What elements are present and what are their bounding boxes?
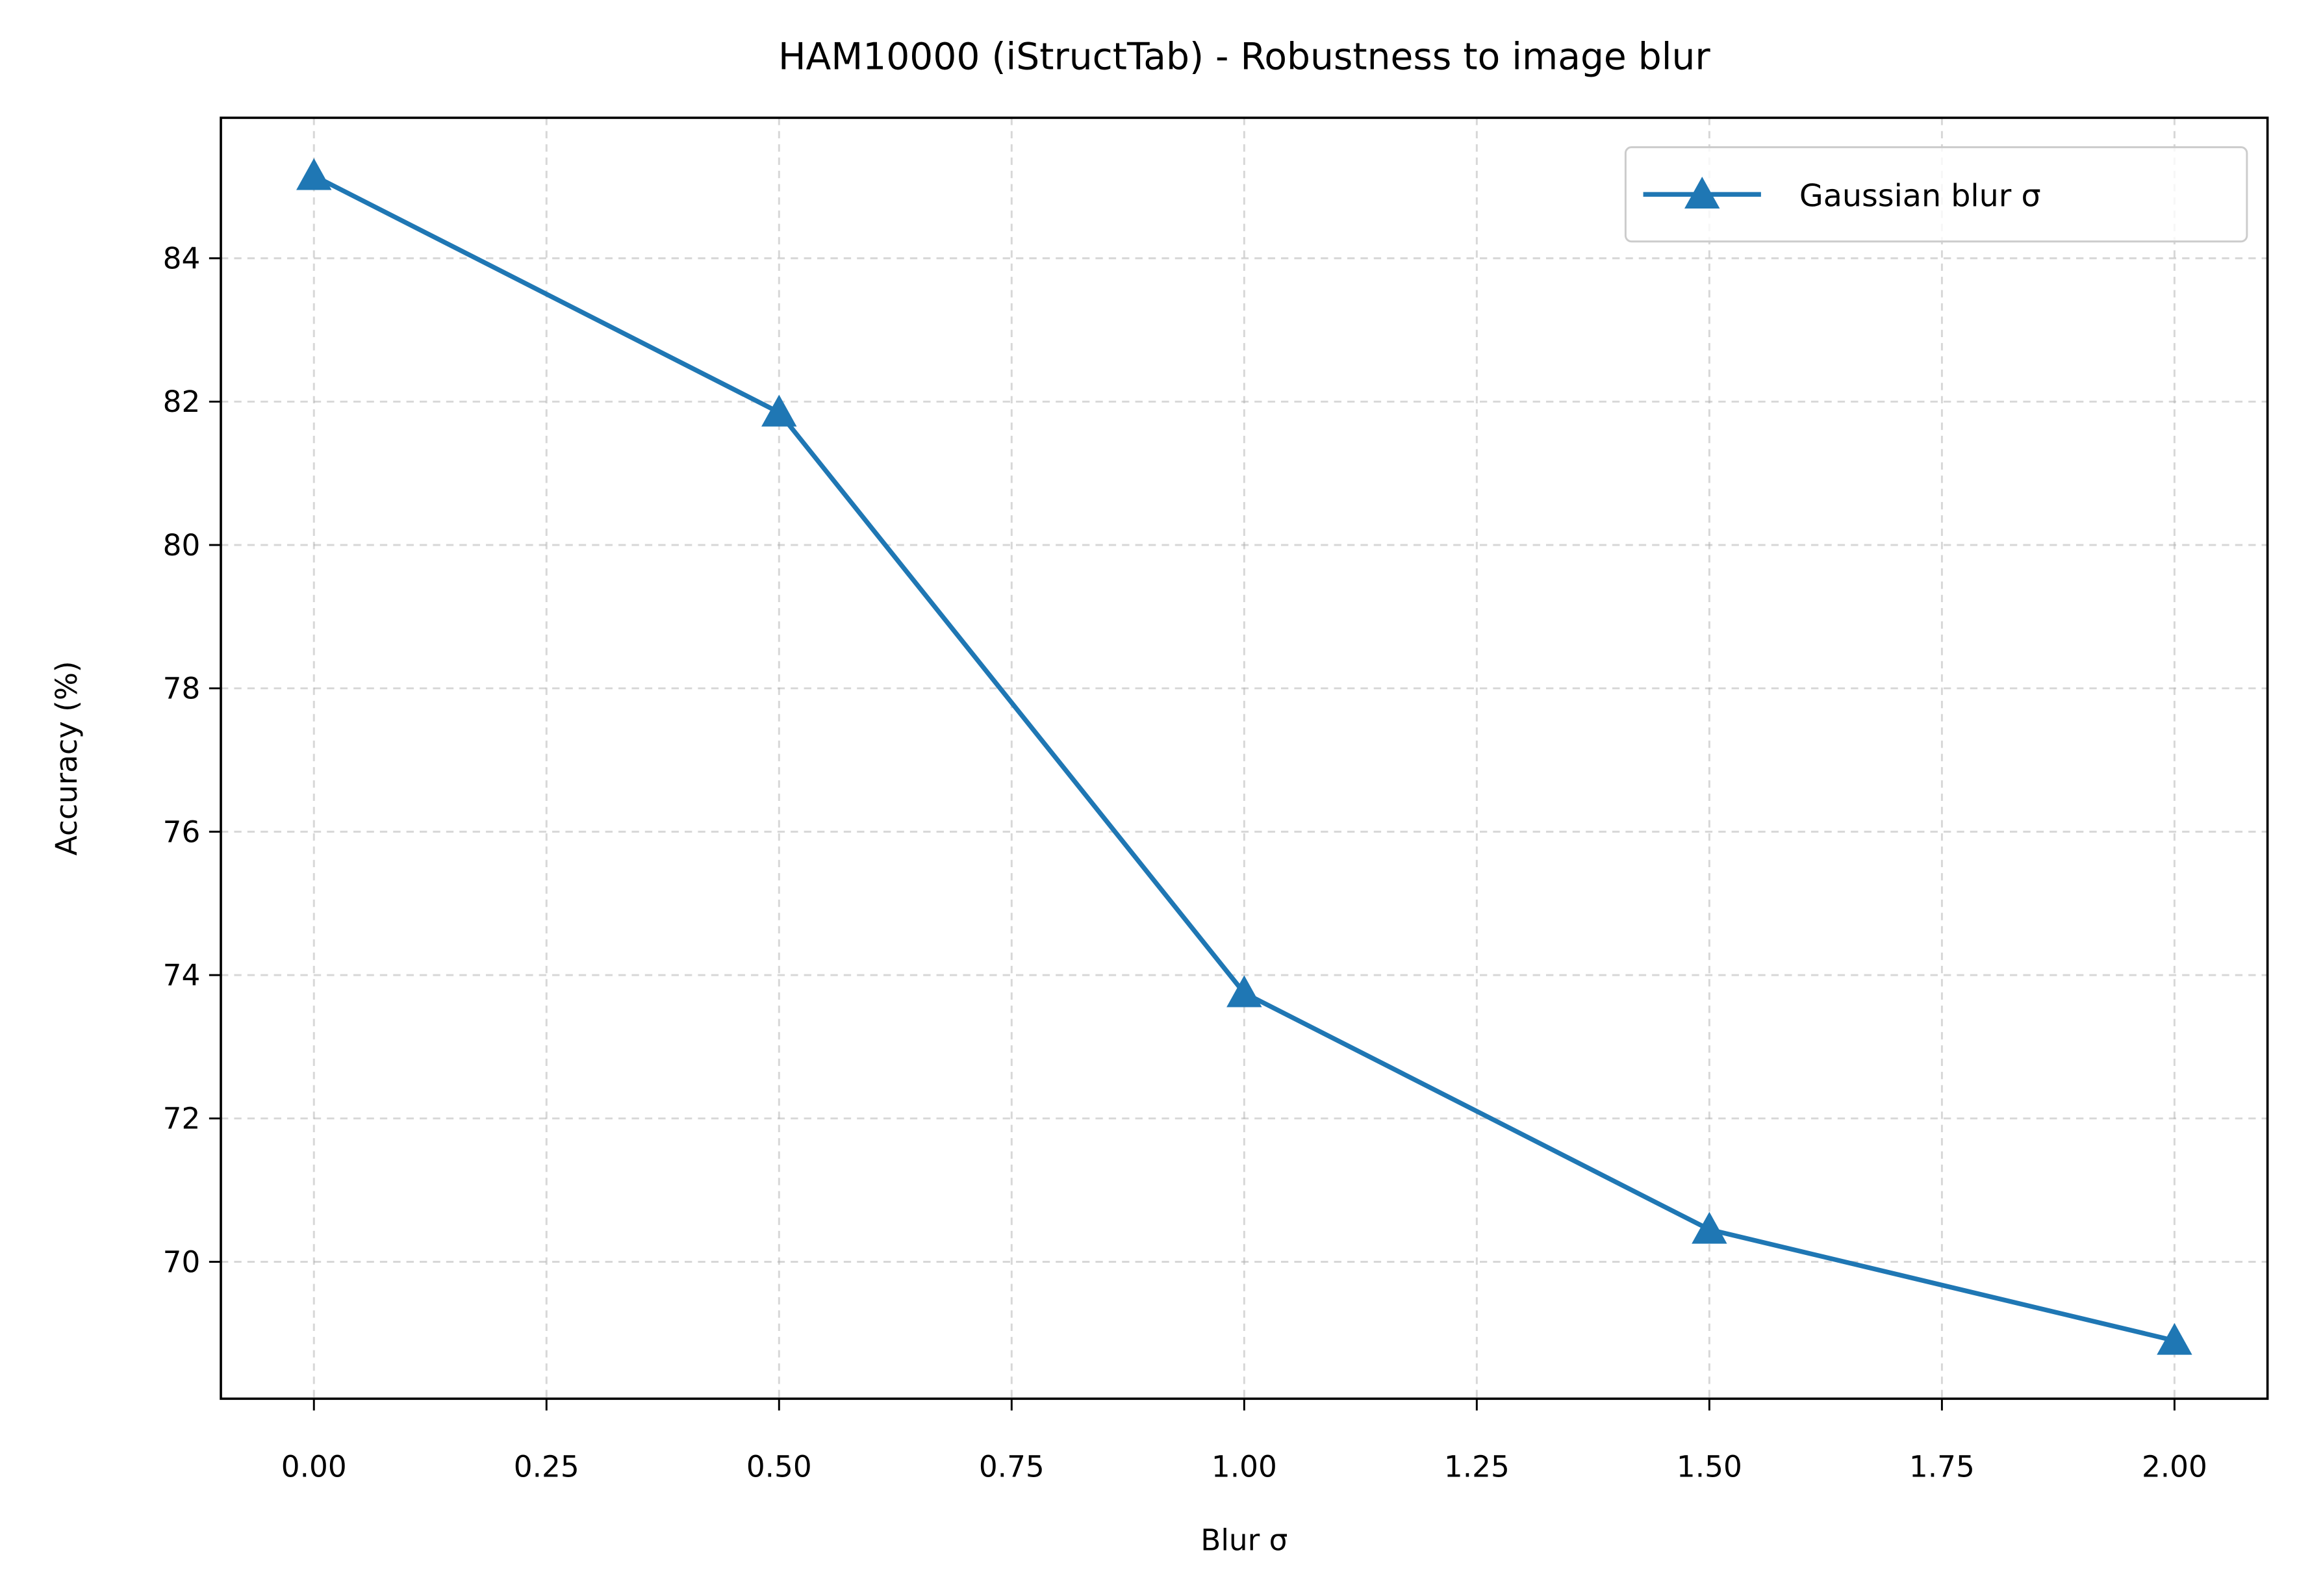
x-tick-label: 0.75 (979, 1449, 1045, 1484)
plot-frame (220, 116, 2269, 1400)
y-tick-label: 80 (163, 528, 201, 563)
data-point (296, 158, 332, 190)
x-tick-label: 1.50 (1677, 1449, 1742, 1484)
x-tick-label: 2.00 (2142, 1449, 2207, 1484)
x-tick-label: 0.25 (514, 1449, 579, 1484)
y-tick-label: 74 (163, 958, 201, 993)
legend-marker (1684, 176, 1720, 209)
y-axis-label: Accuracy (%) (49, 661, 84, 855)
y-tick-label: 76 (163, 815, 201, 849)
x-tick-label: 0.50 (746, 1449, 812, 1484)
legend-box (1624, 146, 2248, 243)
x-tick-label: 0.00 (281, 1449, 347, 1484)
y-tick-label: 84 (163, 241, 201, 275)
y-tick-label: 78 (163, 672, 201, 706)
y-tick-label: 70 (163, 1245, 201, 1279)
y-tick-label: 82 (163, 385, 201, 419)
data-point (1226, 975, 1262, 1007)
x-tick-label: 1.00 (1212, 1449, 1277, 1484)
x-tick-label: 1.25 (1444, 1449, 1510, 1484)
chart-title: HAM10000 (iStructTab) - Robustness to im… (778, 36, 1710, 79)
x-axis-label: Blur σ (1200, 1523, 1288, 1558)
data-point (1692, 1211, 1727, 1244)
data-point (2157, 1323, 2192, 1355)
x-tick-label: 1.75 (1909, 1449, 1975, 1484)
legend-label: Gaussian blur σ (1799, 178, 2041, 214)
data-point (761, 394, 797, 427)
y-tick-label: 72 (163, 1102, 201, 1136)
